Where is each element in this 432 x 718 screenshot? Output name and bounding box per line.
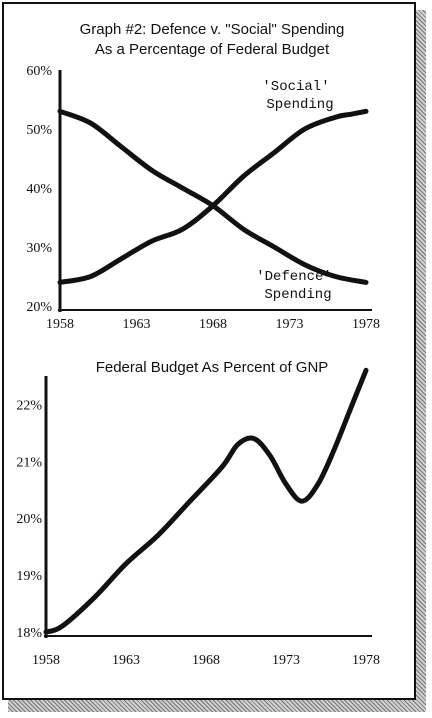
social-series-label-line2: Spending	[266, 97, 333, 113]
defence-series-label-line1: 'Defence'	[256, 269, 332, 285]
defence-series-label-line2: Spending	[264, 287, 331, 303]
chart1-x-tick-label: 1973	[276, 317, 304, 332]
chart2-y-tick-label: 21%	[16, 455, 42, 470]
chart1-y-tick-label: 50%	[26, 123, 52, 138]
chart2-x-tick-label: 1978	[352, 653, 380, 668]
chart2-y-tick-label: 20%	[16, 512, 42, 527]
chart2-x-tick-label: 1968	[192, 653, 220, 668]
chart1-x-tick-label: 1978	[352, 317, 380, 332]
social-series-label-line1: 'Social'	[262, 79, 329, 95]
chart1-series-line-2	[57, 108, 369, 285]
chart1-title: Graph #2: Defence v. "Social" Spending	[80, 21, 345, 38]
chart1-x-tick-label: 1963	[123, 317, 151, 332]
chart2-x-tick-label: 1963	[112, 653, 140, 668]
chart2-x-tick-label: 1973	[272, 653, 300, 668]
chart1-y-tick-label: 30%	[26, 241, 52, 256]
chart2-title: Federal Budget As Percent of GNP	[96, 359, 329, 376]
chart1-y-tick-label: 60%	[26, 64, 52, 79]
chart1-subtitle: As a Percentage of Federal Budget	[95, 41, 330, 58]
chart2-y-tick-label: 18%	[16, 626, 42, 641]
chart1-y-tick-label: 20%	[26, 300, 52, 315]
chart1-y-tick-label: 40%	[26, 182, 52, 197]
chart1-x-tick-label: 1958	[46, 317, 74, 332]
chart1-series-line-1	[57, 108, 369, 285]
figure-frame	[2, 2, 416, 700]
chart2-y-tick-label: 22%	[16, 398, 42, 413]
chart2-y-tick-label: 19%	[16, 569, 42, 584]
chart2-series-line-1	[43, 367, 369, 635]
chart2-x-tick-label: 1958	[32, 653, 60, 668]
chart1-x-tick-label: 1968	[199, 317, 227, 332]
